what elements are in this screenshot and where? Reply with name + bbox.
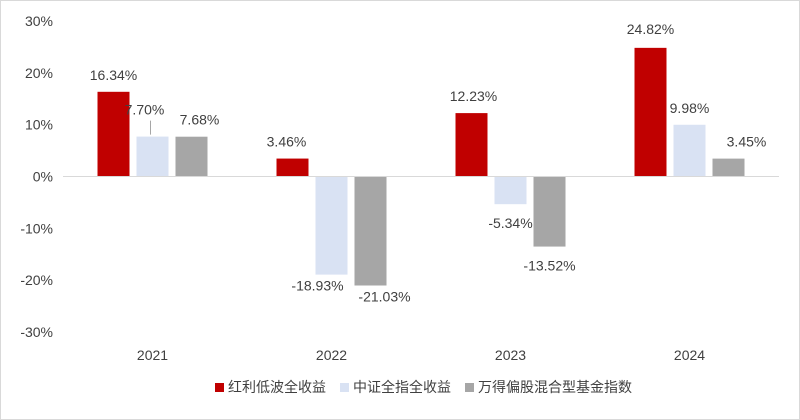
- bars: [97, 47, 745, 286]
- y-tick-label: 0%: [33, 169, 53, 185]
- legend-label: 万得偏股混合型基金指数: [478, 379, 632, 395]
- bar-2021-s1: [136, 136, 169, 177]
- legend: 红利低波全收益 中证全指全收益 万得偏股混合型基金指数: [215, 379, 632, 395]
- x-category-label: 2024: [674, 347, 705, 363]
- legend-label: 中证全指全收益: [353, 379, 451, 395]
- bar-2022-s2: [354, 176, 387, 286]
- y-tick-label: -20%: [20, 272, 53, 288]
- data-label: 12.23%: [450, 88, 497, 104]
- x-category-label: 2023: [495, 347, 526, 363]
- data-label: -18.93%: [291, 278, 343, 294]
- data-label: -13.52%: [523, 258, 575, 274]
- data-label: 24.82%: [627, 21, 674, 37]
- bar-2024-s0: [634, 47, 667, 177]
- bar-2024-s1: [673, 124, 706, 177]
- legend-label: 红利低波全收益: [228, 379, 326, 395]
- legend-swatch: [215, 383, 224, 392]
- data-label: -5.34%: [488, 215, 532, 231]
- data-label: 9.98%: [670, 100, 710, 116]
- y-tick-label: 20%: [25, 65, 53, 81]
- data-label: -21.03%: [358, 289, 410, 305]
- x-axis-categories: 2021 2022 2023 2024: [137, 347, 705, 363]
- y-axis: 30% 20% 10% 0% -10% -20% -30%: [20, 13, 53, 340]
- data-labels: 16.34% 7.70% 7.68% 3.46% -18.93% -21.03% 12.23…: [90, 21, 767, 305]
- bar-2024-s2: [712, 158, 745, 177]
- legend-swatch: [340, 383, 349, 392]
- data-label: 7.70%: [125, 102, 165, 118]
- y-tick-label: -10%: [20, 220, 53, 236]
- x-category-label: 2021: [137, 347, 168, 363]
- bar-2021-s2: [175, 136, 208, 177]
- bar-2023-s2: [533, 176, 566, 247]
- bar-2023-s0: [455, 113, 488, 177]
- data-label: 3.46%: [267, 134, 307, 150]
- data-label: 16.34%: [90, 67, 137, 83]
- bar-2021-s0: [97, 91, 130, 177]
- bar-2022-s1: [315, 176, 348, 275]
- bar-2022-s0: [276, 158, 309, 177]
- legend-swatch: [465, 383, 474, 392]
- data-label: 3.45%: [727, 134, 767, 150]
- bar-2023-s1: [494, 176, 527, 205]
- y-tick-label: 10%: [25, 117, 53, 133]
- y-tick-label: -30%: [20, 324, 53, 340]
- x-category-label: 2022: [316, 347, 347, 363]
- data-label: 7.68%: [180, 112, 220, 128]
- y-tick-label: 30%: [25, 13, 53, 29]
